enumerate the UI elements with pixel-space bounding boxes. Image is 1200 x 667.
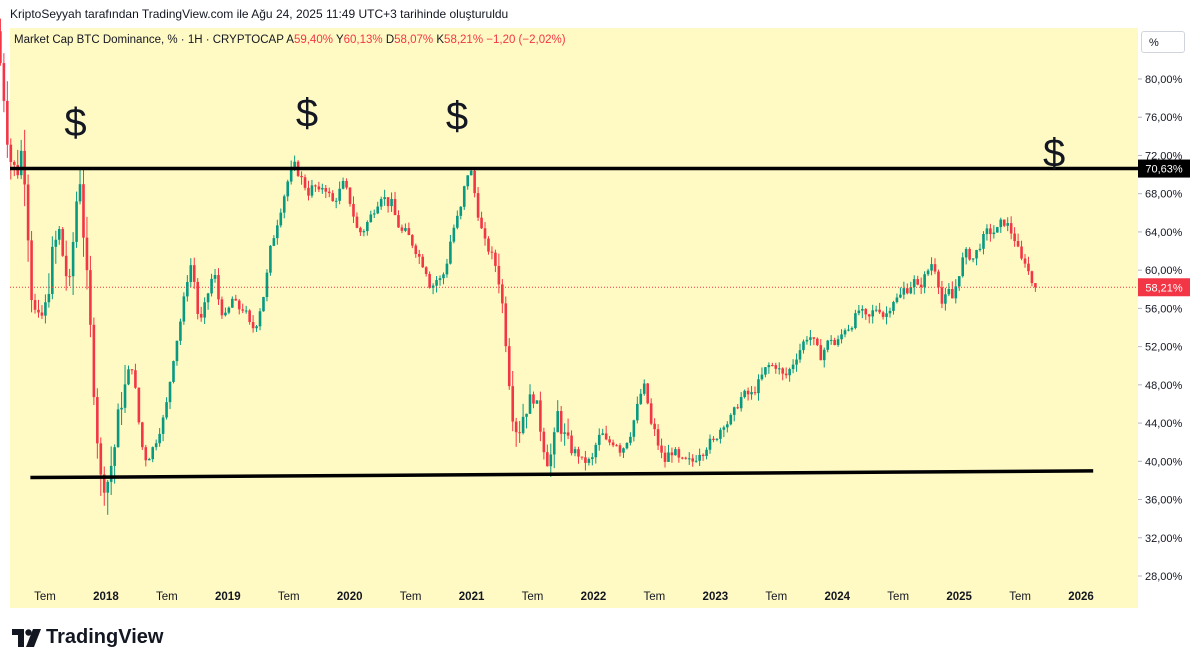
symbol-label: Market Cap BTC Dominance, % · 1H · CRYPT… xyxy=(14,34,284,46)
tradingview-logo: TradingView xyxy=(12,626,163,649)
close-label: K xyxy=(436,34,445,46)
price-axis[interactable] xyxy=(1138,28,1190,580)
candle-body xyxy=(0,31,2,64)
chart-caption: KriptoSeyyah tarafından TradingView.com … xyxy=(10,7,509,21)
open-value: 59,40% xyxy=(293,34,333,46)
tradingview-logo-icon xyxy=(12,628,41,647)
low-value: 58,07% xyxy=(394,34,434,46)
close-value: 58,21% xyxy=(444,34,484,46)
plot-area[interactable] xyxy=(10,28,1138,580)
candle-body xyxy=(6,100,9,145)
high-value: 60,13% xyxy=(343,34,383,46)
time-axis[interactable] xyxy=(10,580,1138,608)
percent-scale-button[interactable]: % xyxy=(1141,31,1185,53)
candle-body xyxy=(2,63,6,101)
chart-legend: Market Cap BTC Dominance, % · 1H · CRYPT… xyxy=(14,34,566,46)
high-label: Y xyxy=(335,34,344,46)
open-label: A xyxy=(286,34,294,46)
tradingview-logo-text: TradingView xyxy=(46,626,164,648)
change-value: −1,20 (−2,02%) xyxy=(486,34,566,46)
low-label: D xyxy=(385,34,395,46)
